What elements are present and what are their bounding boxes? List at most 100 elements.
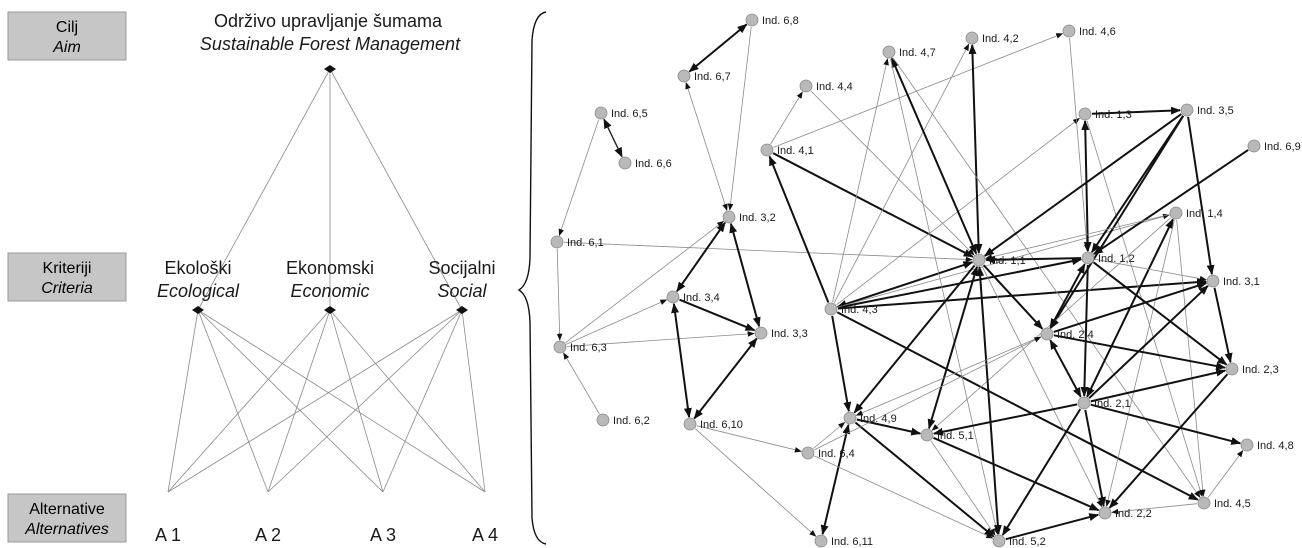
node-label: Ind. 6,2 [613, 415, 650, 427]
criterion-ecological-marker [192, 306, 204, 314]
node-ind-6-10: Ind. 6,10 [683, 417, 743, 431]
edge-1-2-to-3-1 [1094, 258, 1207, 282]
edge-1-1-to-4-9 [853, 264, 976, 414]
edge-6-4-to-4-9 [813, 422, 846, 449]
node-label: Ind. 6,10 [700, 419, 743, 431]
node-ind-4-8: Ind. 4,8 [1240, 438, 1294, 452]
node-ind-6-2: Ind. 6,2 [596, 413, 650, 427]
level-boxes: Cilj Aim Kriteriji Criteria Alternative … [7, 11, 127, 543]
node-circle [550, 235, 564, 249]
level-aim-label: Cilj [56, 19, 78, 36]
edge-1-1-to-2-2 [981, 266, 1103, 508]
node-ind-1-1: Ind. 1,1 [972, 253, 1026, 267]
criterion-ecological-label: Ekološki [164, 258, 231, 278]
level-box-criteria: Kriteriji Criteria [7, 252, 127, 302]
edge-6-10-to-6-4 [696, 425, 802, 453]
edge-1-1-to-5-2 [976, 266, 1002, 535]
edge-2-3-to-2-2 [1108, 373, 1229, 509]
edge-3-3-to-6-10 [693, 337, 758, 420]
edge-3-4-to-3-3 [679, 298, 756, 332]
node-label: Ind. 2,4 [1057, 329, 1094, 341]
node-circle [1077, 396, 1091, 410]
node-ind-6-7: Ind. 6,7 [677, 69, 731, 83]
edge-2-4-to-3-1 [1053, 282, 1208, 333]
edge-4-7-to-1-1 [890, 57, 978, 255]
node-circle [814, 534, 828, 548]
node-ind-3-5: Ind. 3,5 [1180, 103, 1234, 117]
node-ind-4-4: Ind. 4,4 [799, 79, 853, 93]
goal-title: Održivo upravljanje šumama [214, 11, 443, 31]
node-ind-4-2: Ind. 4,2 [965, 31, 1019, 45]
node-ind-6-3: Ind. 6,3 [553, 340, 607, 354]
edge-6-4-to-5-2 [814, 455, 994, 539]
edge-1-2-to-2-4 [1049, 263, 1086, 329]
node-circle [722, 210, 736, 224]
edge-1-2-to-2-1 [1080, 264, 1089, 397]
node-circle [992, 534, 1006, 548]
edge-2-1-to-2-3 [1090, 368, 1227, 403]
edge-5-1-to-2-2 [932, 436, 1100, 512]
node-label: Ind. 4,2 [982, 33, 1019, 45]
node-label: Ind. 6,4 [818, 448, 855, 460]
node-label: Ind. 4,5 [1214, 498, 1251, 510]
level-aim-label-en: Aim [52, 39, 81, 56]
level-box-alternatives: Alternative Alternatives [7, 493, 127, 543]
alternative-a4-label: A 4 [472, 525, 498, 545]
edge-2-1-to-5-2 [1001, 408, 1082, 536]
node-ind-6-5: Ind. 6,5 [594, 106, 648, 120]
node-label: Ind. 4,7 [899, 47, 936, 59]
edge-6-1-to-6-3 [556, 248, 563, 341]
node-ind-2-2: Ind. 2,2 [1098, 506, 1152, 520]
node-ind-1-2: Ind. 1,2 [1081, 251, 1135, 265]
node-circle [1225, 362, 1239, 376]
node-label: Ind. 6,7 [694, 71, 731, 83]
node-circle [760, 143, 774, 157]
edge-6-3-to-3-4 [566, 299, 668, 345]
node-ind-3-3: Ind. 3,3 [754, 326, 808, 340]
hierarchy-markers [192, 65, 468, 314]
node-circle [553, 340, 567, 354]
edge-2-1-to-3-1 [1088, 285, 1209, 399]
node-label: Ind. 4,1 [777, 145, 814, 157]
node-circle [596, 413, 610, 427]
goal-marker [324, 65, 336, 73]
node-label: Ind. 6,1 [567, 237, 604, 249]
node-ind-6-4: Ind. 6,4 [801, 446, 855, 460]
edge-6-10-to-6-11 [694, 428, 817, 537]
edge-6-3-to-3-3 [566, 331, 755, 347]
node-label: Ind. 5,1 [937, 430, 974, 442]
level-box-aim: Cilj Aim [7, 11, 127, 61]
node-ind-2-4: Ind. 2,4 [1040, 327, 1094, 341]
edge-4-3-to-3-1 [837, 278, 1207, 310]
node-ind-4-6: Ind. 4,6 [1062, 24, 1116, 38]
node-circle [1206, 274, 1220, 288]
node-ind-3-1: Ind. 3,1 [1206, 274, 1260, 288]
node-circle [801, 446, 815, 460]
node-label: Ind. 4,9 [860, 413, 897, 425]
edge-1-4-to-2-2 [1105, 219, 1175, 507]
node-ind-4-9: Ind. 4,9 [843, 411, 897, 425]
node-circle [1062, 24, 1076, 38]
node-label: Ind. 6,11 [831, 536, 873, 548]
edge-6-7-to-3-2 [685, 82, 728, 211]
node-label: Ind. 2,1 [1094, 398, 1131, 410]
node-circle [677, 69, 691, 83]
node-circle [683, 417, 697, 431]
node-ind-1-4: Ind. 1,4 [1169, 206, 1223, 220]
node-ind-2-1: Ind. 2,1 [1077, 396, 1131, 410]
edge-6-4-to-2-4 [814, 336, 1042, 451]
node-label: Ind. 6,5 [611, 108, 648, 120]
node-label: Ind. 4,4 [816, 81, 853, 93]
node-circle [1197, 496, 1211, 510]
curly-brace [517, 11, 547, 545]
node-label: Ind. 1,2 [1098, 253, 1135, 265]
edge-4-3-to-4-1 [768, 155, 830, 303]
node-circle [965, 31, 979, 45]
edge-4-5-to-4-8 [1207, 450, 1244, 498]
edge-4-2-to-1-1 [968, 44, 983, 254]
edge-2-4-to-2-1 [1049, 339, 1082, 398]
edge-4-4-to-1-1 [810, 90, 975, 256]
node-circle [1240, 438, 1254, 452]
node-circle [1247, 139, 1261, 153]
node-circle [666, 290, 680, 304]
